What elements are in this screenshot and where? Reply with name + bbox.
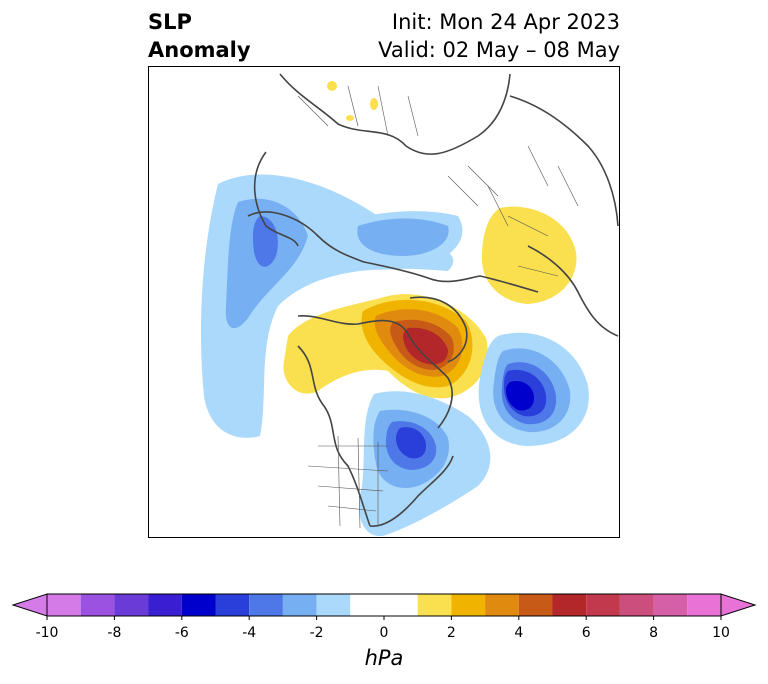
colorbar-segment — [687, 594, 721, 616]
colorbar-segment — [485, 594, 519, 616]
valid-range: Valid: 02 May – 08 May — [378, 38, 620, 62]
colorbar-segment — [316, 594, 351, 616]
colorbar-tick-label: 0 — [379, 625, 389, 641]
colorbar-tick-label: -6 — [174, 625, 189, 641]
colorbar-tick-label: -10 — [35, 625, 59, 641]
political-borders — [297, 85, 579, 529]
colorbar-segment — [80, 594, 115, 616]
colorbar-segment — [181, 594, 216, 616]
colorbar-tick-label: 2 — [446, 625, 456, 641]
colorbar — [11, 593, 757, 620]
colorbar-segment — [215, 594, 250, 616]
colorbar-segment — [249, 594, 283, 616]
colorbar-units: hPa — [364, 646, 404, 670]
colorbar-extend-min — [11, 593, 48, 617]
slp-anomaly-map — [148, 66, 620, 538]
colorbar-segment — [417, 594, 452, 616]
colorbar-segment — [148, 594, 182, 616]
map-title: SLP Anomaly — [148, 8, 251, 64]
siberia-high — [481, 206, 577, 304]
colorbar-tick-label: 10 — [712, 625, 730, 641]
colorbar-tick-label: -4 — [242, 625, 257, 641]
title-anomaly: Anomaly — [148, 38, 251, 62]
colorbar-segment — [586, 594, 620, 616]
colorbar-segment — [619, 594, 654, 616]
pacific-low-core — [252, 216, 278, 267]
atlantic-low-core — [506, 380, 534, 411]
speck-high-3 — [346, 115, 354, 121]
speck-high-2 — [370, 98, 378, 110]
colorbar-extend-max — [720, 593, 757, 617]
forecast-dates: Init: Mon 24 Apr 2023 Valid: 02 May – 08… — [378, 8, 620, 64]
colorbar-segment — [114, 594, 149, 616]
europe-low-mid — [357, 218, 449, 256]
colorbar-tick-label: 8 — [649, 625, 659, 641]
colorbar-segment — [282, 594, 317, 616]
colorbar-tick-label: 4 — [514, 625, 524, 641]
colorbar-segment — [653, 594, 688, 616]
coastlines — [247, 73, 619, 527]
greenland-high-core — [403, 327, 448, 365]
colorbar-tick-label: -8 — [107, 625, 122, 641]
speck-high-1 — [327, 81, 337, 91]
colorbar-segment — [350, 594, 418, 616]
colorbar-segment — [451, 594, 486, 616]
na-low-core — [396, 427, 426, 459]
colorbar-segment — [47, 594, 81, 616]
colorbar-segment — [552, 594, 587, 616]
colorbar-tick-label: 6 — [581, 625, 591, 641]
init-date: Init: Mon 24 Apr 2023 — [391, 10, 620, 34]
colorbar-tick-label: -2 — [309, 625, 324, 641]
title-variable: SLP — [148, 10, 192, 34]
colorbar-segment — [518, 594, 553, 616]
